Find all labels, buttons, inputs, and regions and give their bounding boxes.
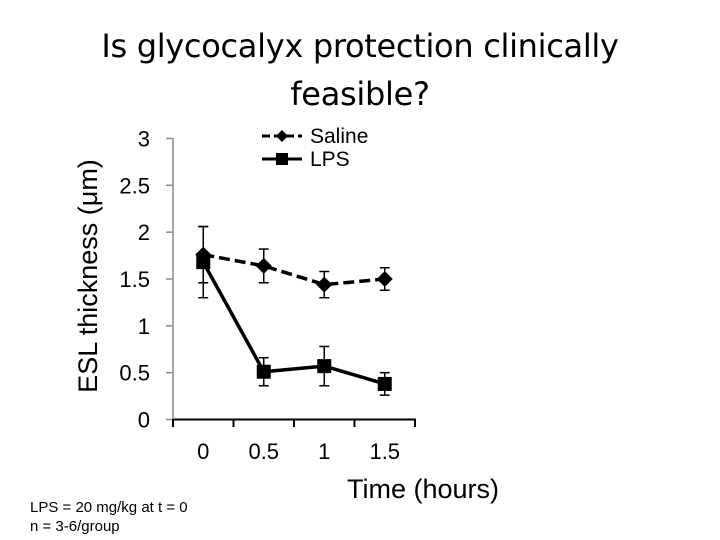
diamond-marker-icon xyxy=(255,257,272,274)
y-tick-label: 3 xyxy=(138,127,150,152)
series-lps xyxy=(196,225,392,396)
footnote-dose: LPS = 20 mg/kg at t = 0 xyxy=(30,499,188,516)
x-tick-label: 0 xyxy=(197,439,209,464)
footnote: LPS = 20 mg/kg at t = 0 n = 3-6/group xyxy=(30,498,188,536)
x-tick-label: 0.5 xyxy=(248,439,279,464)
square-marker-icon xyxy=(196,255,211,270)
x-axis: 0 0.5 1 1.5 xyxy=(172,418,416,464)
diamond-marker-icon xyxy=(376,271,393,287)
y-tick-label: 0 xyxy=(138,408,150,433)
y-tick-label: 2 xyxy=(138,220,150,245)
x-tick-label: 1.5 xyxy=(369,439,400,464)
legend-item-saline: Saline xyxy=(262,125,368,148)
footnote-sample-size: n = 3-6/group xyxy=(30,518,120,535)
legend: Saline LPS xyxy=(262,125,368,171)
square-marker-icon xyxy=(276,153,288,165)
slide-title-line-2: feasible? xyxy=(290,75,430,113)
y-tick-label: 1 xyxy=(138,314,150,339)
series-saline xyxy=(195,225,393,299)
square-marker-icon xyxy=(256,364,271,379)
y-tick-label: 0.5 xyxy=(119,361,150,386)
legend-label-lps: LPS xyxy=(310,148,350,171)
series-layer xyxy=(195,225,393,396)
square-marker-icon xyxy=(317,359,332,374)
y-tick-label: 2.5 xyxy=(119,173,150,198)
diamond-marker-icon xyxy=(316,276,333,293)
slide-title: Is glycocalyx protection clinically feas… xyxy=(0,22,720,118)
legend-label-saline: Saline xyxy=(310,125,368,148)
y-tick-label: 1.5 xyxy=(119,267,150,292)
x-tick-label: 1 xyxy=(318,439,330,464)
square-marker-icon xyxy=(377,376,392,391)
legend-item-lps: LPS xyxy=(262,148,350,171)
slide-title-line-1: Is glycocalyx protection clinically xyxy=(101,27,619,65)
y-axis-title: ESL thickness (μm) xyxy=(73,159,103,393)
x-axis-title: Time (hours) xyxy=(347,474,499,504)
y-axis: 0 0.5 1 1.5 2 2.5 3 xyxy=(119,127,174,433)
diamond-marker-icon xyxy=(276,130,288,142)
